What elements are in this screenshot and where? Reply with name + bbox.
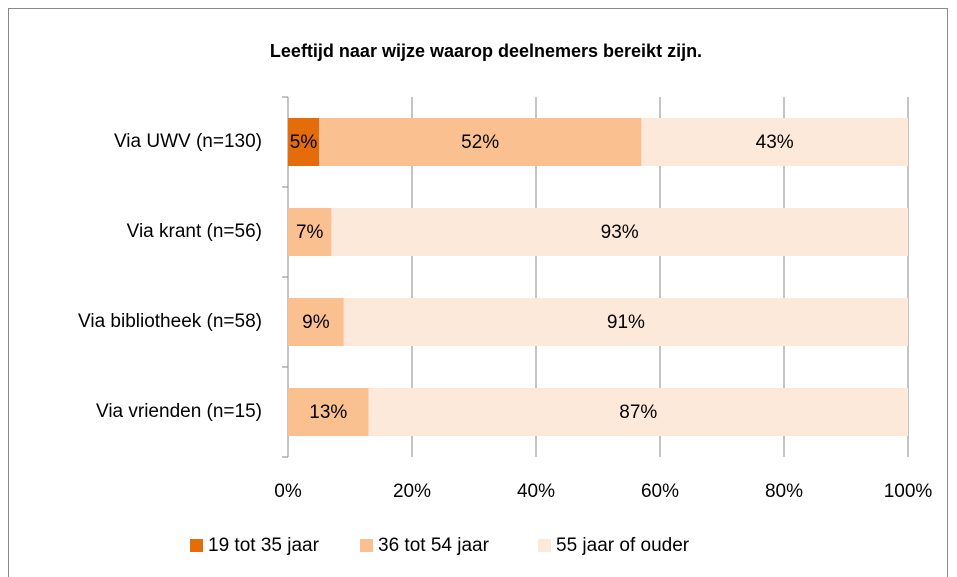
x-tick-label: 100% [884, 481, 933, 502]
chart-title: Leeftijd naar wijze waarop deelnemers be… [270, 41, 702, 61]
bar-segment [331, 208, 908, 256]
data-label: 7% [296, 222, 324, 243]
bar-segment [319, 118, 642, 166]
bar-segment [343, 298, 908, 346]
data-label: 52% [461, 132, 499, 153]
x-tick-label: 80% [765, 481, 803, 502]
bar-segment [288, 388, 369, 436]
legend-label: 55 jaar of ouder [556, 535, 690, 556]
x-tick-label: 20% [393, 481, 431, 502]
x-tick-label: 40% [517, 481, 555, 502]
y-tick-label: Via UWV (n=130) [114, 131, 262, 152]
legend-swatch [538, 539, 551, 552]
data-label: 93% [601, 222, 639, 243]
bar-segment [288, 118, 319, 166]
data-label: 13% [309, 402, 347, 423]
y-tick-label: Via vrienden (n=15) [96, 401, 262, 422]
legend-swatch [360, 539, 373, 552]
data-label: 87% [619, 402, 657, 423]
x-tick-label: 60% [641, 481, 679, 502]
data-label: 9% [302, 312, 330, 333]
legend-swatch [190, 539, 203, 552]
data-label: 5% [290, 132, 318, 153]
legend-label: 36 tot 54 jaar [378, 535, 490, 556]
bar-segment [288, 208, 332, 256]
bar-segment [641, 118, 908, 166]
bar-segment [288, 298, 344, 346]
data-label: 91% [607, 312, 645, 333]
legend-label: 19 tot 35 jaar [208, 535, 320, 556]
y-tick-label: Via krant (n=56) [127, 221, 262, 242]
data-label: 43% [756, 132, 794, 153]
bar-segment [368, 388, 909, 436]
y-tick-label: Via bibliotheek (n=58) [78, 311, 262, 332]
x-tick-label: 0% [274, 481, 302, 502]
chart-border [8, 8, 948, 577]
